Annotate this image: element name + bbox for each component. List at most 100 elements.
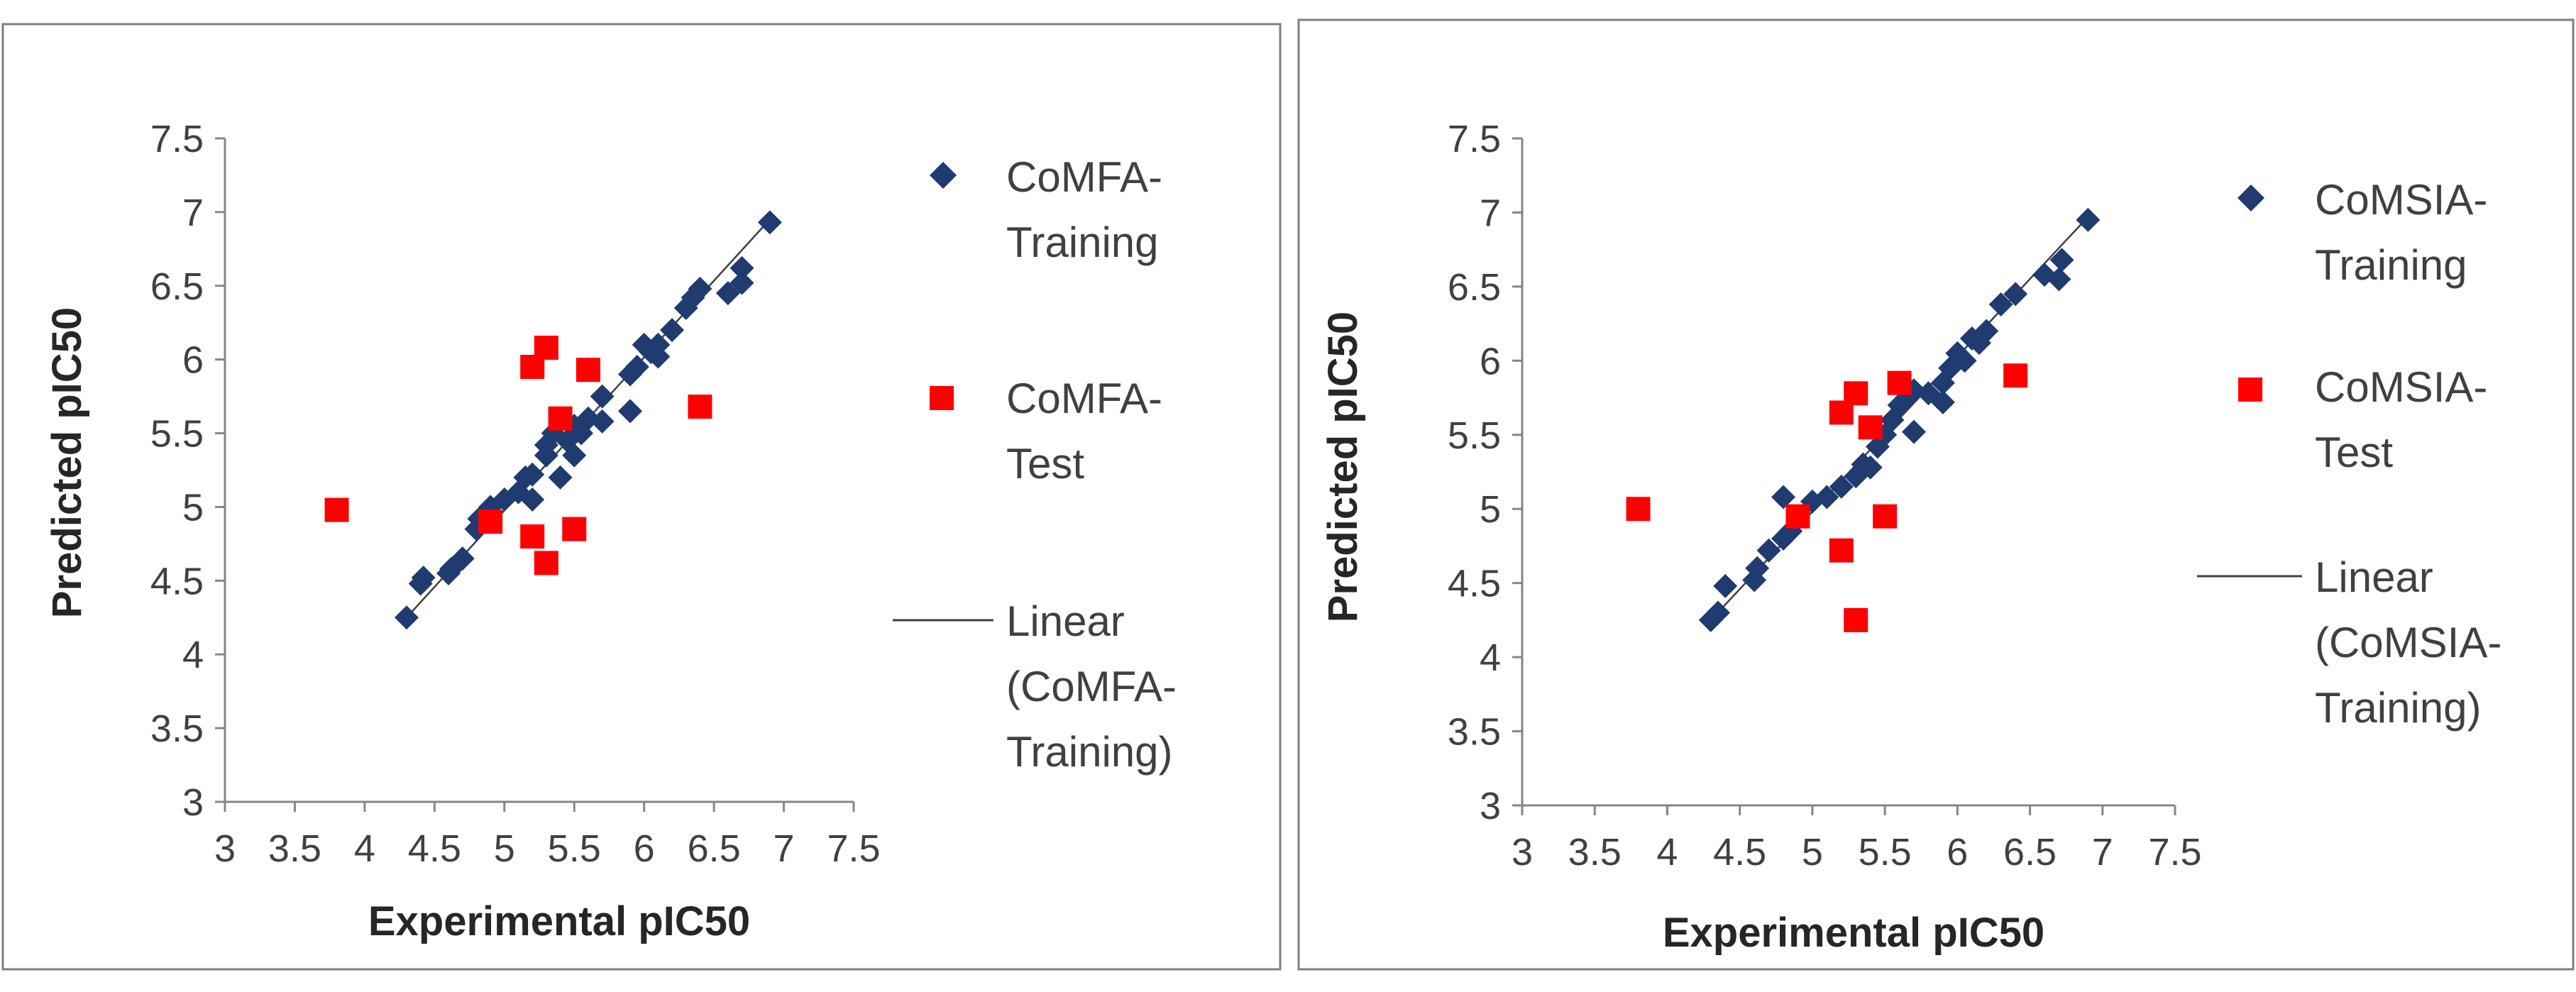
- comsia-training-point: [1771, 485, 1795, 509]
- comsia-legend-linear-line2: (CoMSIA-: [2315, 619, 2501, 666]
- comsia-y-tick-label: 7: [1480, 192, 1501, 234]
- comfa-x-tick-label: 5: [494, 827, 515, 870]
- comsia-y-tick-label: 6: [1480, 340, 1501, 382]
- comfa-training-point: [730, 270, 754, 295]
- comfa-x-tick-label: 7: [774, 827, 795, 870]
- comsia-test-point: [1887, 370, 1912, 395]
- comsia-legend-linear-line1: Linear: [2315, 553, 2433, 601]
- comsia-test-point: [1873, 504, 1898, 529]
- comsia-y-tick-label: 3.5: [1448, 711, 1501, 754]
- comsia-training-point: [2076, 207, 2101, 232]
- comsia-test-point: [1785, 504, 1810, 529]
- comsia-training-point: [1902, 419, 1926, 444]
- comfa-y-tick-label: 5: [182, 486, 204, 529]
- comfa-legend: CoMFA- Training CoMFA- Test Linear (CoMF…: [893, 153, 1177, 776]
- comsia-legend-linear-line3: Training): [2315, 684, 2482, 732]
- comfa-x-tick-label: 6: [634, 827, 655, 870]
- comfa-test-point: [478, 509, 503, 534]
- comsia-x-tick-label: 5: [1802, 831, 1823, 873]
- comfa-y-tick-label: 4: [182, 634, 204, 676]
- comsia-y-tick-label: 6.5: [1448, 266, 1501, 309]
- comsia-y-tick-label: 7.5: [1448, 118, 1501, 160]
- comfa-legend-linear-line2: (CoMFA-: [1006, 663, 1177, 710]
- comsia-x-tick-label: 6: [1947, 831, 1968, 873]
- comfa-legend-linear-line3: Training): [1006, 728, 1173, 776]
- comsia-test-point: [1844, 381, 1868, 406]
- comfa-legend-test-line1: CoMFA-: [1006, 375, 1162, 422]
- comfa-plot-area: 3 3.5 4 4.5 5 5.5 6 6.5 7 7.5 3 3.5 4 4.5 5 5.5 6 6.5 7 7.5: [150, 118, 881, 870]
- comfa-training-point: [590, 409, 615, 434]
- comfa-training-point: [411, 566, 436, 590]
- comsia-chart: 3 3.5 4 4.5 5 5.5 6 6.5 7 7.5 3 3.5 4 4.5 5 5.5 6 6.5 7 7.5…: [1297, 18, 2575, 971]
- comsia-training-point: [1974, 319, 1999, 343]
- comfa-y-tick-label: 4.5: [150, 560, 204, 602]
- comsia-y-axis-title: Predicted pIC50: [1320, 312, 1366, 622]
- comfa-legend-diamond-icon: [930, 162, 957, 189]
- comfa-y-tick-label: 6.5: [150, 265, 204, 308]
- comsia-training-point: [1815, 485, 1839, 509]
- comsia-training-point: [1706, 600, 1730, 625]
- comsia-training-point: [1745, 556, 1770, 580]
- comsia-test-point: [1626, 497, 1651, 522]
- comfa-training-point: [520, 462, 545, 487]
- comfa-legend-square-icon: [930, 386, 954, 410]
- comsia-test-point: [1858, 415, 1883, 440]
- comfa-x-tick-label: 4: [354, 827, 375, 870]
- comfa-test-point: [534, 551, 558, 575]
- comsia-x-tick-label: 5.5: [1859, 831, 1912, 873]
- comsia-x-tick-label: 6.5: [2003, 831, 2057, 873]
- comfa-y-tick-label: 7.5: [150, 118, 204, 160]
- comsia-legend: CoMSIA- Training CoMSIA- Test Linear (Co…: [2197, 176, 2501, 732]
- comsia-training-point: [1988, 292, 2013, 316]
- comfa-test-point: [548, 406, 573, 431]
- comsia-x-tick-label: 4: [1656, 831, 1678, 873]
- comfa-training-point: [617, 399, 642, 424]
- comsia-test-point: [2003, 363, 2028, 388]
- comfa-training-point: [394, 605, 419, 630]
- comfa-legend-test-line2: Test: [1006, 440, 1084, 487]
- comfa-training-point: [520, 487, 545, 512]
- comsia-legend-test-line2: Test: [2315, 429, 2393, 476]
- comfa-y-tick-label: 5.5: [150, 413, 204, 456]
- comfa-legend-training-line1: CoMFA-: [1006, 153, 1162, 201]
- comfa-training-point: [757, 210, 782, 235]
- comsia-legend-training-line1: CoMSIA-: [2315, 176, 2487, 224]
- comsia-legend-training-line2: Training: [2315, 241, 2467, 289]
- comfa-test-point: [688, 395, 712, 419]
- comfa-training-point: [660, 318, 685, 343]
- comfa-x-tick-label: 6.5: [688, 827, 741, 870]
- comfa-training-point: [624, 355, 649, 380]
- comfa-x-tick-label: 7.5: [827, 827, 880, 870]
- comsia-legend-diamond-icon: [2238, 184, 2264, 211]
- comfa-y-tick-label: 6: [182, 339, 204, 382]
- comfa-x-tick-label: 3: [214, 827, 236, 870]
- comsia-y-tick-label: 4.5: [1448, 563, 1501, 605]
- comfa-training-point: [450, 546, 475, 571]
- comfa-legend-linear-line1: Linear: [1006, 597, 1125, 645]
- comsia-test-point: [1844, 607, 1868, 632]
- comfa-training-point: [590, 384, 615, 409]
- comfa-x-axis-title: Experimental pIC50: [368, 898, 750, 944]
- comsia-y-tick-label: 5: [1480, 488, 1501, 531]
- comfa-training-point: [646, 344, 671, 369]
- comsia-x-tick-label: 7: [2092, 831, 2113, 873]
- comfa-test-point: [576, 358, 600, 382]
- comsia-training-point: [2047, 267, 2071, 292]
- comsia-legend-test-line1: CoMSIA-: [2315, 363, 2487, 411]
- comsia-y-tick-label: 3: [1480, 785, 1501, 827]
- comfa-test-point: [324, 497, 349, 522]
- comfa-chart: 3 3.5 4 4.5 5 5.5 6 6.5 7 7.5 3 3.5 4 4.5 5 5.5 6 6.5 7 7.5…: [1, 23, 1282, 971]
- comsia-chart-frame: [1297, 18, 2575, 971]
- comsia-training-point: [1945, 341, 1970, 365]
- comsia-y-tick-label: 4: [1480, 636, 1501, 679]
- comsia-training-point: [2003, 282, 2028, 307]
- comsia-training-point: [1952, 348, 1977, 373]
- comfa-y-tick-label: 3.5: [150, 707, 204, 750]
- comfa-x-tick-label: 3.5: [268, 827, 321, 870]
- comsia-training-point: [1930, 390, 1955, 414]
- comsia-x-tick-label: 7.5: [2148, 831, 2201, 873]
- comfa-training-point: [562, 443, 587, 468]
- comsia-training-point: [1829, 474, 1854, 499]
- comfa-test-point: [534, 336, 558, 360]
